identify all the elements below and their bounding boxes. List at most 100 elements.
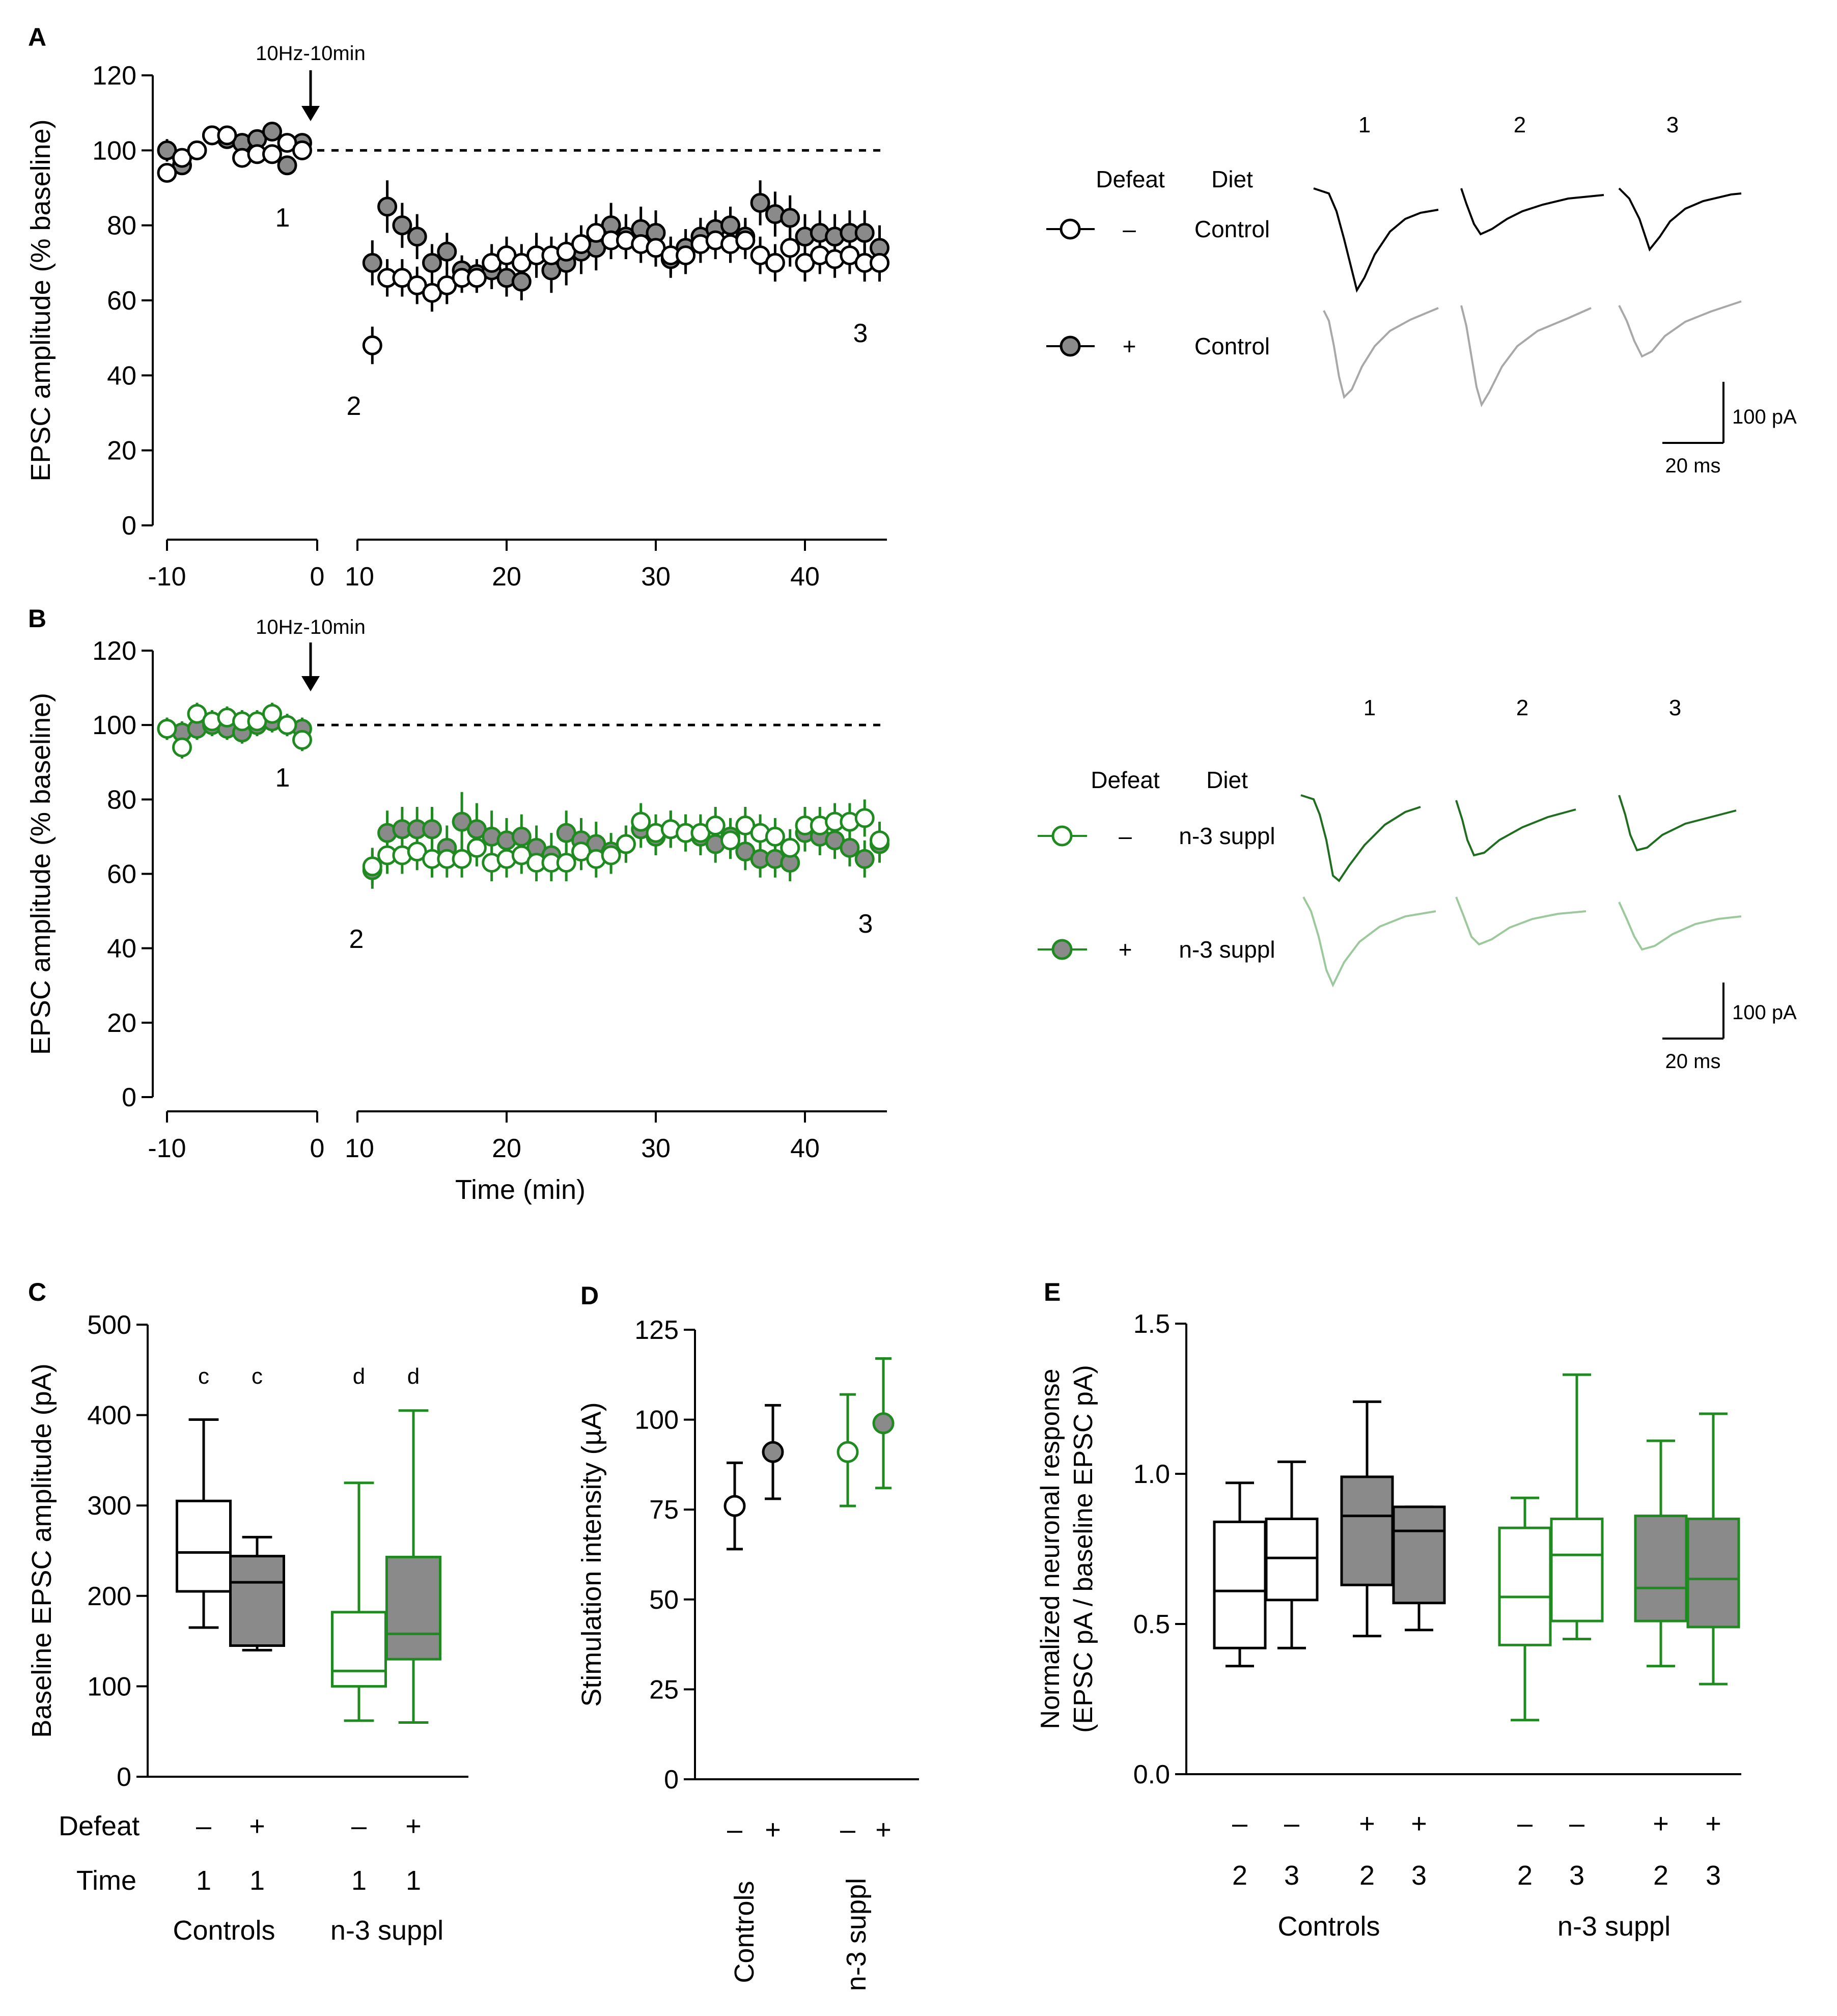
group-label-n3: n-3 suppl <box>330 1915 443 1946</box>
box <box>1686 1518 1740 1629</box>
panel-e-marks: – 2 – 3 +2 +3 – 2 – 3 +2 +3 <box>1213 1373 1740 1891</box>
group-label-controls: Controls <box>1277 1911 1380 1942</box>
y-tick-label: 75 <box>649 1495 679 1525</box>
data-point <box>762 1441 784 1463</box>
significance-letter: d <box>353 1364 365 1389</box>
legend-b-sign-1: – <box>1119 823 1132 849</box>
panel-c-defeat-label: Defeat <box>59 1811 140 1841</box>
trace-a-defeat-3 <box>1618 300 1742 358</box>
legend-b-defeat-header: Defeat <box>1091 767 1160 793</box>
legend-b: Defeat Diet – n-3 suppl + n-3 suppl 1 2 … <box>1038 695 1797 1073</box>
y-tick-label: 100 <box>87 1672 131 1701</box>
time-value: 3 <box>1411 1860 1427 1891</box>
legend-a-marker-filled <box>1060 335 1081 357</box>
data-point <box>437 241 457 262</box>
y-tick-label: 400 <box>87 1401 131 1431</box>
y-tick-label: 60 <box>107 286 136 316</box>
panel-c-marks: c – 1 c +1 d – 1 d +1 <box>176 1364 441 1896</box>
legend-b-trace-number-3: 3 <box>1669 695 1681 720</box>
data-point <box>511 271 532 292</box>
panel-label-a: A <box>28 23 46 51</box>
panel-a-point-label-1: 1 <box>275 203 290 233</box>
box <box>1265 1518 1319 1602</box>
time-value: 1 <box>196 1865 211 1896</box>
defeat-sign: – <box>1569 1808 1584 1839</box>
panel-label-c: C <box>28 1278 46 1306</box>
data-point <box>262 144 282 164</box>
trace-b-defeat-1 <box>1302 897 1436 988</box>
box <box>1498 1526 1552 1646</box>
panel-b-point-label-3: 3 <box>858 909 873 939</box>
legend-b-marker-open <box>1051 825 1073 847</box>
trace-a-defeat-1 <box>1323 307 1439 399</box>
time-value: 2 <box>1359 1860 1375 1891</box>
data-point <box>854 808 875 828</box>
x-axis-label: Time (min) <box>455 1174 586 1205</box>
y-tick-label: 120 <box>92 61 136 91</box>
data-point <box>837 1441 859 1463</box>
data-point <box>511 826 532 847</box>
y-tick-label: 120 <box>92 636 136 666</box>
y-tick-label: 500 <box>87 1310 131 1340</box>
x-tick-label: 0 <box>310 1134 325 1163</box>
time-value: 2 <box>1517 1860 1533 1891</box>
x-tick-label: -10 <box>148 562 186 592</box>
y-tick-label: 0 <box>122 1083 136 1112</box>
legend-a-defeat-header: Defeat <box>1096 166 1165 192</box>
legend-b-marker-filled <box>1051 939 1073 960</box>
scale-bar-a-label-x: 20 ms <box>1665 455 1721 477</box>
trace-b-n3-1 <box>1300 794 1421 882</box>
y-tick-label: 25 <box>649 1675 679 1704</box>
legend-b-sign-2: + <box>1119 936 1132 963</box>
data-point <box>780 837 800 858</box>
data-point <box>452 849 472 869</box>
defeat-sign: + <box>875 1814 892 1845</box>
data-point <box>262 704 282 724</box>
defeat-sign: – <box>727 1814 742 1845</box>
data-point <box>601 845 621 865</box>
data-point <box>870 830 889 851</box>
y-tick-label: 1.5 <box>1133 1309 1170 1339</box>
data-point <box>466 837 487 858</box>
trace-a-control-2 <box>1460 188 1604 236</box>
defeat-sign: – <box>1517 1808 1533 1839</box>
panel-label-e: E <box>1044 1278 1061 1306</box>
data-point <box>422 819 442 839</box>
data-point <box>616 834 636 854</box>
panel-c: C 0 100 200 300 400 500 Baseline EPSC amplitud… <box>26 1278 468 1946</box>
legend-a-sign-1: – <box>1123 216 1136 242</box>
scale-bar-b-label-x: 20 ms <box>1665 1050 1721 1073</box>
box <box>1213 1520 1267 1649</box>
time-value: 3 <box>1569 1860 1584 1891</box>
y-tick-label: 60 <box>107 860 136 889</box>
y-tick-label: 40 <box>107 934 136 964</box>
panel-a-annotation: 10Hz-10min <box>256 42 366 65</box>
legend-a-trace-number-3: 3 <box>1666 113 1679 137</box>
time-value: 2 <box>1653 1860 1668 1891</box>
trace-b-n3-3 <box>1618 795 1737 852</box>
panel-e: E 0.0 0.5 1.0 1.5 Normalized neuronal respon… <box>1036 1278 1741 1942</box>
panel-label-b: B <box>28 604 46 633</box>
defeat-sign: – <box>1284 1808 1299 1839</box>
significance-letter: c <box>252 1364 263 1389</box>
group-label-n3: n-3 suppl <box>1557 1911 1671 1942</box>
panel-b-annotation: 10Hz-10min <box>256 616 366 638</box>
y-tick-label: 100 <box>92 711 136 740</box>
data-point <box>292 140 312 160</box>
panel-d-axes: 0 25 50 75 100 125 Stimulation intensity (µA) C… <box>576 1315 919 1991</box>
legend-a: Defeat Diet – Control + Control 1 2 3 10… <box>1046 113 1797 477</box>
defeat-sign: + <box>405 1811 422 1841</box>
data-point <box>735 230 756 250</box>
data-point <box>631 811 651 832</box>
panel-a-point-label-2: 2 <box>347 391 361 421</box>
time-value: 1 <box>351 1865 367 1896</box>
data-point <box>720 830 740 851</box>
y-axis-label-line1: Normalized neuronal response <box>1036 1368 1065 1729</box>
y-tick-label: 0.5 <box>1133 1610 1170 1639</box>
data-point <box>262 122 282 142</box>
legend-a-trace-number-2: 2 <box>1514 113 1526 137</box>
panel-b-point-label-2: 2 <box>349 925 364 954</box>
data-point <box>556 853 576 873</box>
